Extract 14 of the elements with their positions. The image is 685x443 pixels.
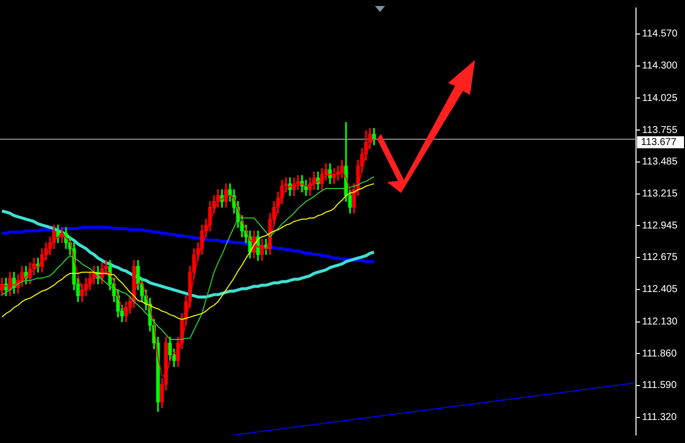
y-tick-label: 111.860 [642, 348, 678, 360]
y-tick-label: 113.755 [642, 124, 678, 136]
y-tick-label: 114.300 [642, 60, 678, 72]
y-tick-label: 113.485 [642, 156, 678, 168]
y-tick-label: 111.320 [642, 412, 678, 424]
y-tick-label: 112.405 [642, 284, 678, 296]
y-tick-label: 111.590 [642, 380, 678, 392]
y-tick-label: 114.570 [642, 28, 678, 40]
y-tick-label: 112.945 [642, 220, 678, 232]
y-tick-label: 114.025 [642, 92, 678, 104]
y-tick-label: 112.130 [642, 316, 678, 328]
ref-line-label: 113.677 [641, 137, 677, 148]
y-tick-label: 112.675 [642, 252, 678, 264]
y-tick-label: 113.215 [642, 188, 678, 200]
